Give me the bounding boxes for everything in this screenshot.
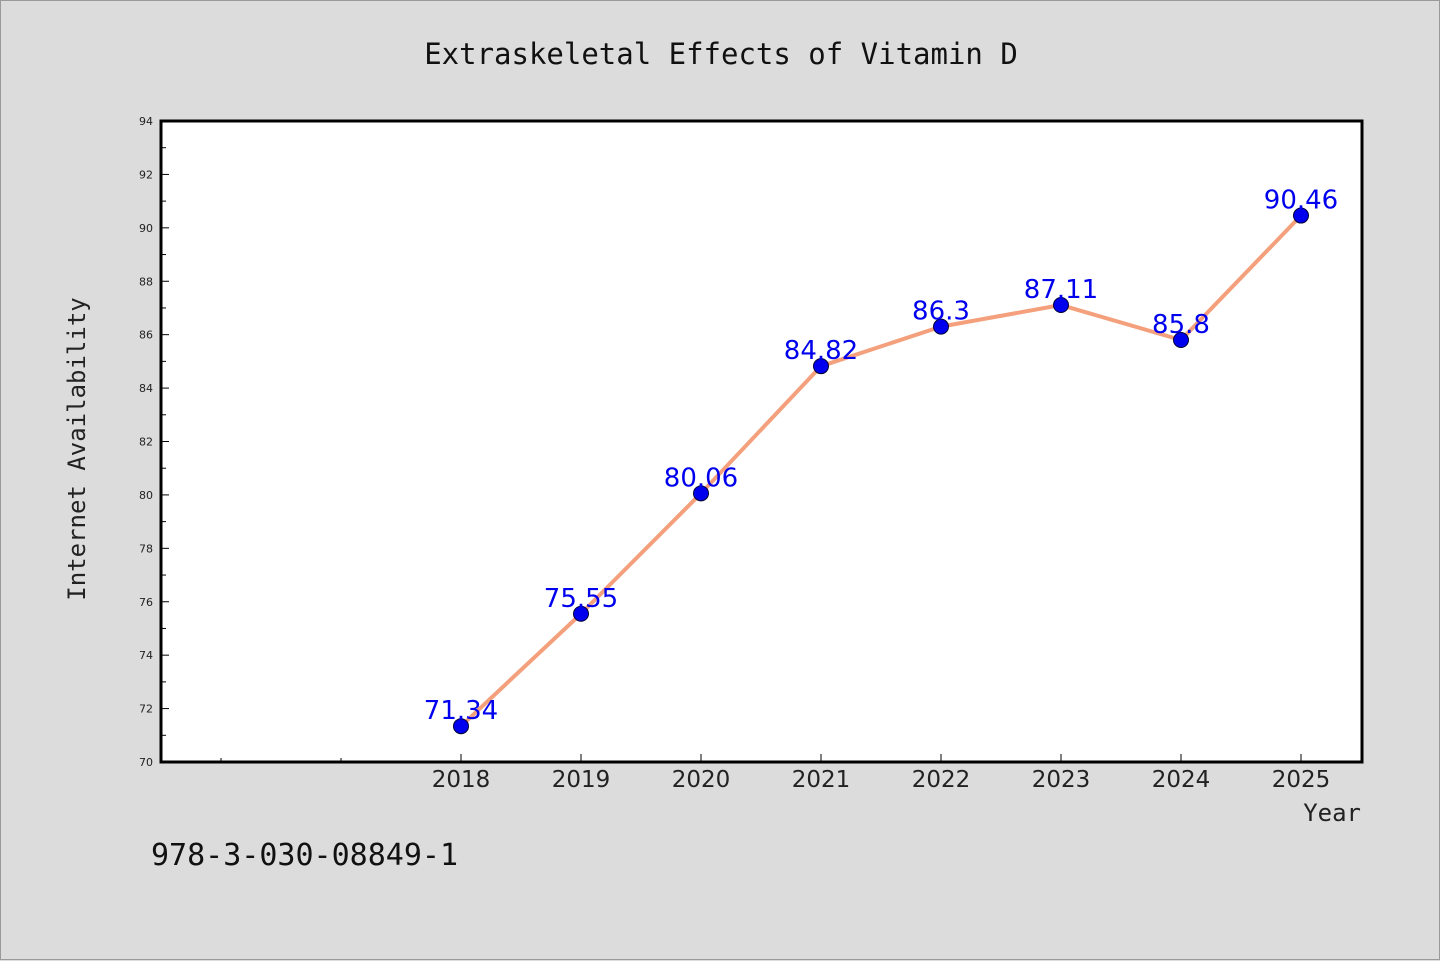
y-tick-label: 92 [139, 168, 153, 181]
y-tick-label: 80 [139, 489, 153, 502]
data-label: 84.82 [784, 336, 858, 366]
data-point [693, 485, 709, 502]
x-axis: 2018 2019 2020 2021 2022 2023 2024 2025 [220, 754, 1331, 793]
y-tick-label: 72 [139, 703, 153, 716]
y-axis-label: Internet Availability [63, 297, 91, 600]
y-tick-label: 76 [139, 596, 153, 609]
x-axis-label: Year [1303, 799, 1361, 827]
x-tick-label: 2025 [1272, 767, 1331, 793]
series-markers [453, 207, 1309, 735]
plot-area [159, 119, 1364, 764]
data-point [1173, 332, 1189, 349]
y-tick-label: 90 [139, 222, 153, 235]
y-tick-label: 86 [139, 329, 153, 342]
data-point [813, 358, 829, 375]
data-label: 90.46 [1264, 186, 1338, 216]
data-label: 71.34 [424, 696, 498, 726]
isbn-footer: 978-3-030-08849-1 [151, 838, 458, 873]
y-tick-label: 74 [139, 649, 153, 662]
series-line [459, 214, 1303, 728]
data-point [1053, 297, 1069, 314]
x-tick-label: 2018 [432, 767, 491, 793]
y-tick-label: 94 [139, 115, 153, 128]
x-tick-label: 2024 [1152, 767, 1211, 793]
data-label: 85.8 [1152, 310, 1210, 340]
x-tick-label: 2023 [1032, 767, 1091, 793]
y-tick-label: 88 [139, 275, 153, 288]
data-label: 87.11 [1024, 275, 1098, 305]
x-tick-label: 2022 [912, 767, 971, 793]
x-tick-label: 2021 [792, 767, 851, 793]
y-axis: 70 72 74 76 78 80 82 84 86 88 90 92 94 [139, 115, 169, 769]
data-point [933, 318, 949, 335]
y-tick-label: 84 [139, 382, 153, 395]
data-point [1293, 207, 1309, 224]
data-label: 86.3 [912, 297, 970, 327]
x-tick-label: 2020 [672, 767, 731, 793]
y-tick-label: 82 [139, 436, 153, 449]
data-point [573, 605, 589, 622]
data-label: 75.55 [544, 584, 618, 614]
data-label: 80.06 [664, 463, 738, 493]
chart-title: Extraskeletal Effects of Vitamin D [424, 37, 1018, 71]
y-tick-label: 78 [139, 542, 153, 555]
data-point [453, 718, 469, 735]
y-tick-label: 70 [139, 756, 153, 769]
x-tick-label: 2019 [552, 767, 611, 793]
data-labels: 71.34 75.55 80.06 84.82 86.3 87.11 85.8 90.46 [424, 186, 1338, 727]
